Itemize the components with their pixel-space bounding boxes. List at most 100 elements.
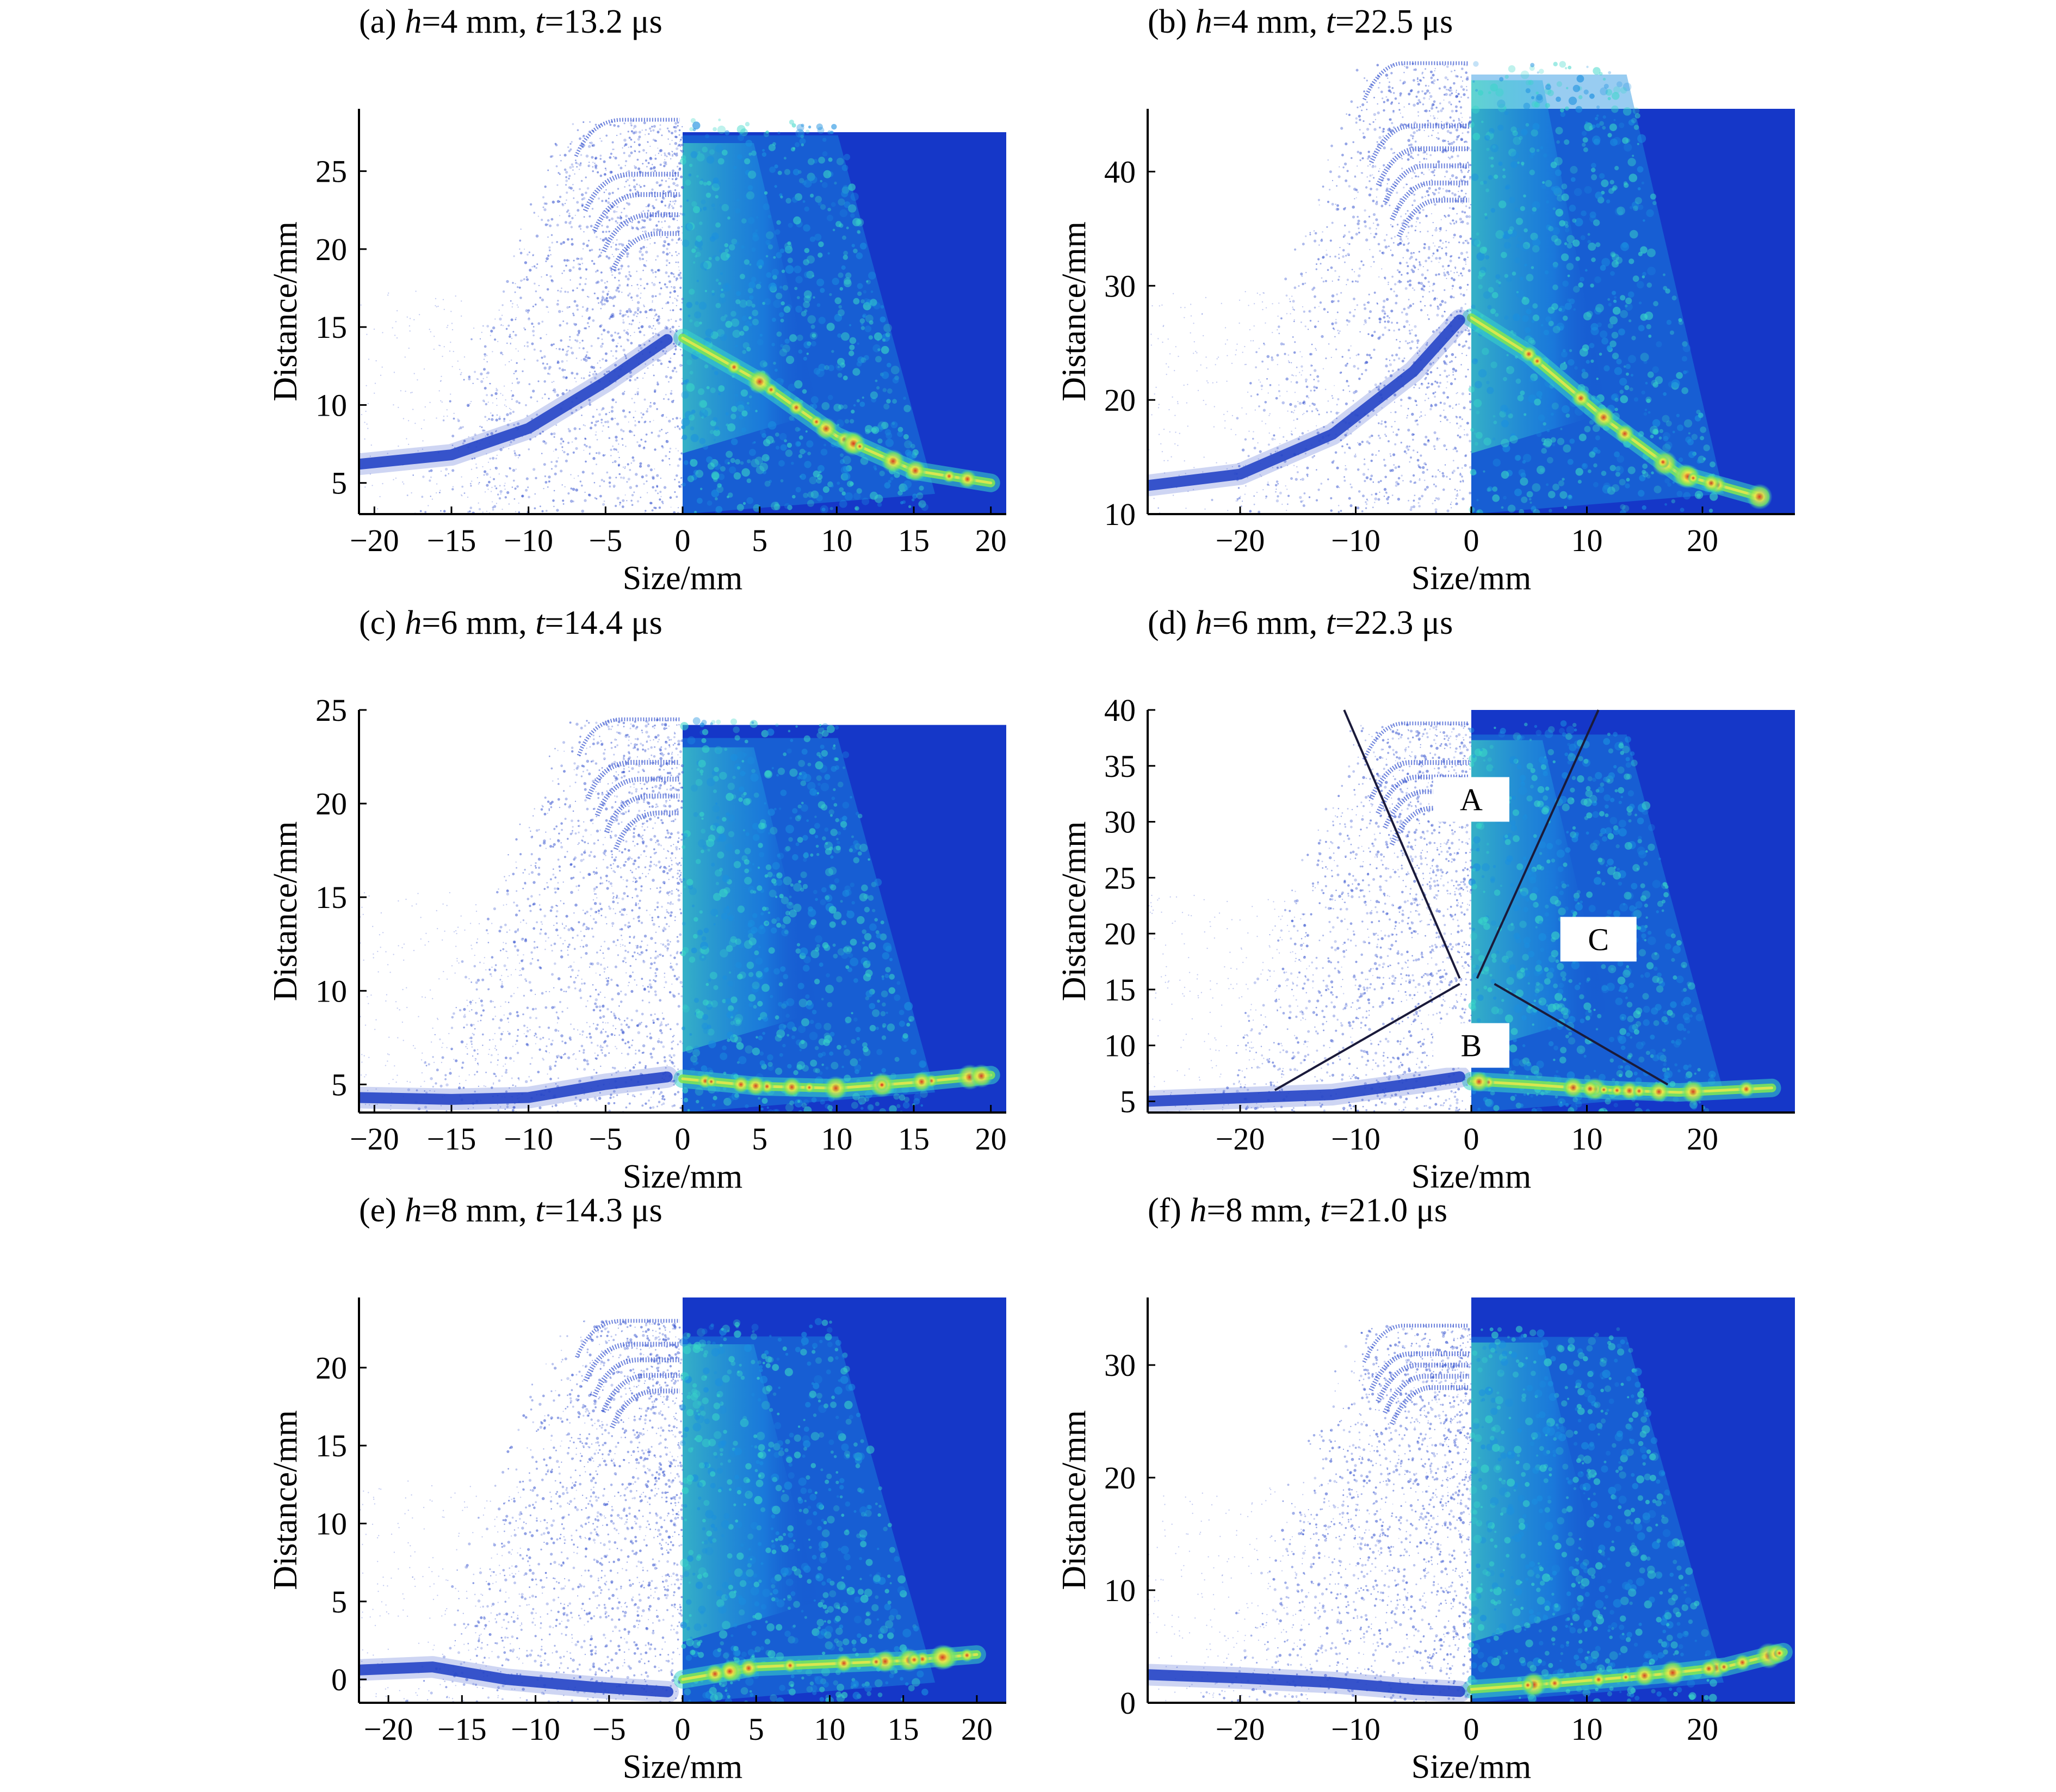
axes-c: −20 −15 −10 −5 0 5 10 15 20 5 10 15 20 25 Size/mm Dista… [267,693,1007,1195]
title-text: (d) [1148,604,1196,641]
x-tick-label: 20 [1687,1121,1718,1157]
contour-map-f [1462,1297,1795,1703]
y-tick-label: 15 [315,1428,347,1463]
y-tick-label: 10 [315,1506,347,1541]
x-tick-label: −15 [427,1121,476,1157]
panel-title-d: (d) h=6 mm, t=22.3 μs [1148,604,1453,641]
x-tick-label: −15 [427,523,476,558]
x-tick-label: 5 [748,1711,764,1747]
region-boundary-line [1476,709,1600,979]
x-tick-label: −20 [1216,523,1265,558]
title-text: =4 mm, [422,3,535,40]
scatter-band [1362,721,1469,761]
title-text: =4 mm, [1212,3,1326,40]
y-tick-label: 20 [315,232,347,267]
title-text: =22.5 μs [1335,3,1453,40]
scatter-band [1363,61,1469,101]
panel-b: −20 −10 0 10 20 10 20 30 40 Size/mm Distance/mm (b)… [1056,3,1795,597]
scatter-plot-f [1148,1324,1473,1703]
x-tick-label: 5 [752,1121,767,1157]
region-label-b: B [1461,1028,1482,1064]
title-text: (f) [1148,1192,1190,1229]
scatter-band [613,810,680,850]
scatter-band [1362,1324,1469,1363]
x-tick-label: 0 [675,1121,691,1157]
scatter-plot-e [359,1319,684,1703]
x-tick-label: 15 [898,523,930,558]
scatter-band [592,192,680,232]
x-tick-label: −15 [437,1711,487,1747]
scatter-band [1389,1385,1469,1425]
scatter-band [1376,1362,1469,1403]
scatter-band [574,118,680,157]
x-tick-label: −20 [364,1711,413,1747]
y-tick-label: 25 [315,154,347,189]
y-tick-label: 35 [1104,749,1136,784]
x-tick-label: −20 [1216,1711,1265,1747]
x-tick-label: −10 [511,1711,560,1747]
title-text: =8 mm, [422,1192,535,1229]
x-tick-label: −5 [592,1711,626,1747]
region-boundary-line [1494,982,1669,1086]
region-label-box [1433,777,1509,822]
panel-e: −20 −15 −10 −5 0 5 10 15 20 0 5 10 15 20 Size/mm Distan… [267,1192,1006,1785]
scatter-band [583,171,680,212]
title-variable: t [535,3,546,40]
y-tick-label: 5 [331,1067,347,1102]
title-text: =14.4 μs [544,604,662,641]
title-text: =22.3 μs [1335,604,1453,641]
title-text: =13.2 μs [544,3,662,40]
region-label-c: C [1588,922,1609,957]
contour-map-a [673,118,1006,514]
y-tick-label: 0 [1120,1685,1136,1721]
y-tick-label: 15 [1104,972,1136,1008]
title-text: =14.3 μs [544,1192,662,1229]
axes-d: −20 −10 0 10 20 5 10 15 20 25 30 35 40 Size/mm Distanc… [1056,693,1795,1195]
axes-e: −20 −15 −10 −5 0 5 10 15 20 0 5 10 15 20 Size/mm Distan… [267,1297,1006,1785]
panel-f: −20 −10 0 10 20 0 10 20 30 Size/mm Distance/mm (f) … [1056,1192,1795,1785]
scatter-band [601,212,680,252]
title-text: (b) [1148,3,1196,40]
panel-a: −20 −15 −10 −5 0 5 10 15 20 5 10 15 20 25 Size/mm Dista… [267,3,1007,597]
title-text: (e) [359,1192,405,1229]
y-axis-label: Distance/mm [267,1410,304,1590]
y-tick-label: 30 [1104,1348,1136,1383]
x-tick-label: 0 [675,523,691,558]
scatter-band [583,1342,680,1382]
y-tick-label: 30 [1104,805,1136,840]
axes-f: −20 −10 0 10 20 0 10 20 30 Size/mm Distance/mm [1056,1297,1795,1785]
x-tick-label: 10 [1571,523,1603,558]
y-tick-label: 15 [315,310,347,345]
scatter-band [1396,197,1469,238]
scatter-band [1383,789,1469,829]
scatter-band [1368,760,1469,800]
y-tick-label: 10 [315,387,347,423]
panel-title-a: (a) h=4 mm, t=13.2 μs [359,3,662,40]
x-tick-label: −10 [504,523,553,558]
title-variable: h [405,1192,422,1229]
contour-map-b [1462,61,1795,514]
y-tick-label: 5 [1120,1084,1136,1119]
scatter-band [1383,163,1469,203]
x-tick-label: 20 [975,523,1007,558]
x-axis-label: Size/mm [623,1748,742,1785]
scatter-band [610,231,680,271]
panel-title-c: (c) h=6 mm, t=14.4 μs [359,604,662,641]
x-tick-label: 5 [752,523,767,558]
region-label-box [1433,1023,1509,1068]
x-tick-label: 20 [1687,1711,1718,1747]
x-tick-label: 15 [888,1711,919,1747]
scatter-band [1376,774,1469,814]
panel-title-f: (f) h=8 mm, t=21.0 μs [1148,1192,1447,1229]
x-tick-label: −10 [1331,1121,1380,1157]
y-tick-label: 25 [1104,860,1136,895]
region-label-box [1560,917,1637,962]
scatter-band [1368,1351,1469,1392]
panel-title-e: (e) h=8 mm, t=14.3 μs [359,1192,662,1229]
x-tick-label: 20 [961,1711,993,1747]
region-boundary-line [1343,709,1461,979]
y-tick-label: 5 [331,466,347,501]
scatter-plot-a [359,118,684,514]
x-tick-label: −20 [1216,1121,1265,1157]
